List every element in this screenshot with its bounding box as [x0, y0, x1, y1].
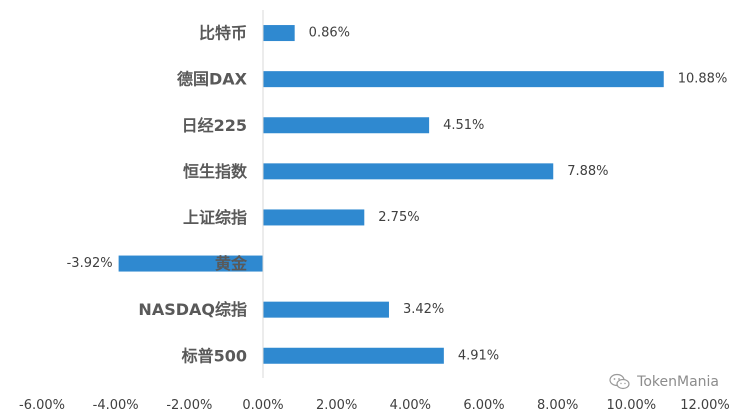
x-tick-label: -2.00%: [166, 398, 212, 413]
category-label: NASDAQ综指: [138, 300, 247, 319]
bar-5: [118, 255, 263, 272]
x-tick-label: 2.00%: [316, 398, 357, 413]
wechat-icon: [609, 373, 630, 390]
bars-group: [118, 25, 664, 364]
x-tick-label: 12.00%: [680, 398, 730, 413]
category-label: 标普500: [181, 346, 247, 365]
x-tick-label: 10.00%: [607, 398, 657, 413]
x-tick-label: 8.00%: [537, 398, 578, 413]
watermark: TokenMania: [609, 373, 719, 391]
category-label: 恒生指数: [183, 162, 248, 181]
bar-7: [263, 347, 444, 364]
bar-3: [263, 163, 554, 180]
bar-0: [263, 25, 295, 42]
data-label: 4.91%: [458, 348, 499, 363]
x-tick-label: -4.00%: [93, 398, 139, 413]
bar-4: [263, 209, 365, 226]
data-label: 2.75%: [378, 210, 419, 225]
bar-2: [263, 117, 430, 134]
watermark-text: TokenMania: [637, 374, 719, 390]
data-label: 0.86%: [309, 26, 350, 41]
data-label: 3.42%: [403, 302, 444, 317]
category-label: 日经225: [182, 116, 247, 135]
bar-6: [263, 301, 389, 318]
data-label: -3.92%: [67, 256, 113, 271]
data-label: 10.88%: [678, 72, 728, 87]
category-label: 黄金: [215, 254, 248, 273]
category-label: 比特币: [199, 24, 247, 43]
data-label: 7.88%: [567, 164, 608, 179]
data-label: 4.51%: [443, 118, 484, 133]
x-tick-labels: -6.00% -4.00% -2.00% 0.00% 2.00% 4.00% 6.00% 8.…: [19, 398, 730, 413]
x-tick-label: -6.00%: [19, 398, 65, 413]
bar-1: [263, 71, 664, 88]
x-tick-label: 0.00%: [242, 398, 283, 413]
data-labels: 0.86% 10.88% 4.51% 7.88% 2.75% -3.92% 3.42% 4.9…: [67, 26, 728, 364]
x-tick-label: 4.00%: [390, 398, 431, 413]
x-tick-label: 6.00%: [463, 398, 504, 413]
category-label: 上证综指: [183, 208, 247, 227]
category-label: 德国DAX: [177, 70, 248, 89]
